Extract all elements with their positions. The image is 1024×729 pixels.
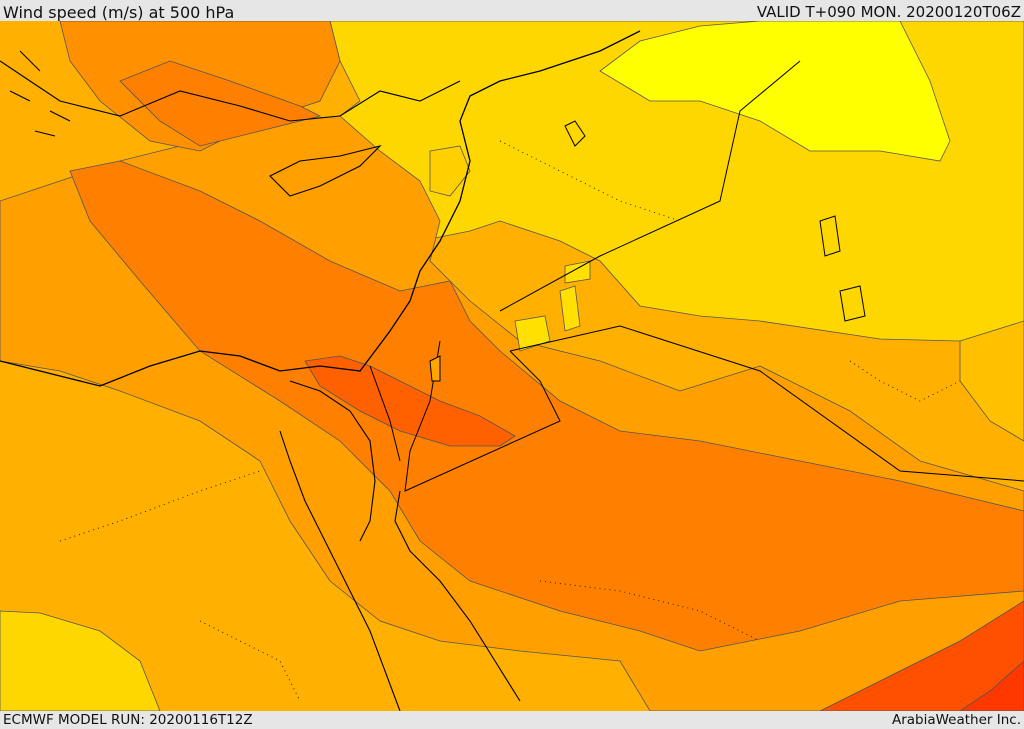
border-egypt-sinai <box>369 365 401 462</box>
coastline-turkey <box>0 60 461 122</box>
wind-speed-map <box>0 21 1024 711</box>
lake-2 <box>819 215 841 257</box>
coastline-egypt-north <box>0 30 641 387</box>
dotted-border-1 <box>59 470 261 542</box>
lake-4 <box>429 355 441 382</box>
coastline-cyprus <box>269 144 382 197</box>
contour-band-light-sw <box>0 610 161 711</box>
border-iraq-saudi <box>509 325 1024 482</box>
contour-pocket-3 <box>559 285 581 332</box>
border-israel-jordan <box>404 340 561 492</box>
coastline-red-sea-west <box>279 430 401 711</box>
lake-3 <box>839 285 866 322</box>
border-jordan-iraq <box>499 60 801 312</box>
contour-band-strong-nw <box>119 60 322 147</box>
contour-band-mid-strong <box>69 160 1024 652</box>
contour-band-strongest-2 <box>959 660 1024 711</box>
coastline-sinai <box>289 380 376 542</box>
valid-time: VALID T+090 MON. 20200120T06Z <box>756 3 1021 21</box>
contour-pocket-1 <box>429 145 471 197</box>
header-bar: Wind speed (m/s) at 500 hPa VALID T+090 … <box>0 0 1024 22</box>
contour-band-light-e <box>959 320 1024 442</box>
contour-pocket-4 <box>564 260 591 284</box>
credit-label: ArabiaWeather Inc. <box>891 712 1021 728</box>
contour-pocket-2 <box>514 315 551 352</box>
coastline-aegean-islands <box>9 50 71 137</box>
contour-band-lightest <box>599 21 951 162</box>
model-run-label: ECMWF MODEL RUN: 20200116T12Z <box>3 712 253 728</box>
lake-1 <box>564 120 586 147</box>
footer-bar: ECMWF MODEL RUN: 20200116T12Z ArabiaWeat… <box>0 711 1024 729</box>
contour-band-strongest <box>819 600 1024 711</box>
map-title: Wind speed (m/s) at 500 hPa <box>3 3 235 22</box>
coastline-red-sea-east <box>394 490 521 702</box>
dotted-border-3 <box>539 580 761 642</box>
dotted-border-2 <box>499 140 681 222</box>
